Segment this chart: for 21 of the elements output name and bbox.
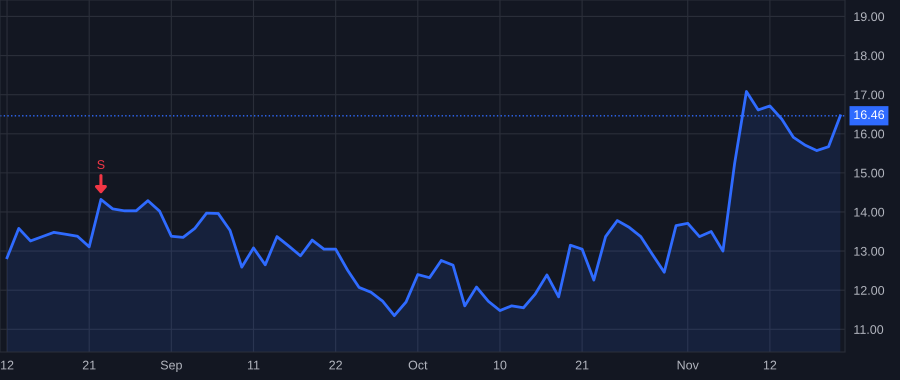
x-tick-label: Oct [408,360,428,370]
x-tick-label: 11 [248,360,260,370]
x-tick-label: Nov [678,360,699,370]
y-tick-label: 16.00 [854,130,884,138]
x-tick-label: 10 [494,360,506,370]
annotation: S [97,160,105,170]
x-tick-label: 22 [329,360,342,370]
y-tick-label: 13.00 [854,246,884,256]
y-tick-label: 15.00 [854,168,884,178]
y-tick-label: 17.00 [854,90,884,100]
y-tick-label: 19.00 [854,12,884,22]
y-tick-label: 18.00 [854,51,884,60]
x-tick-label: Sep [160,360,182,372]
x-tick-label: 21 [82,360,96,370]
y-tick-label: 12.00 [854,286,884,295]
y-tick-label: 14.00 [854,208,884,217]
x-tick-label: 21 [576,360,588,370]
x-tick-label: 12 [1,360,14,370]
y-tick-label: 11.00 [854,325,884,334]
ref-line-label: 16.46 [854,110,884,120]
x-tick-label: 12 [764,360,776,370]
